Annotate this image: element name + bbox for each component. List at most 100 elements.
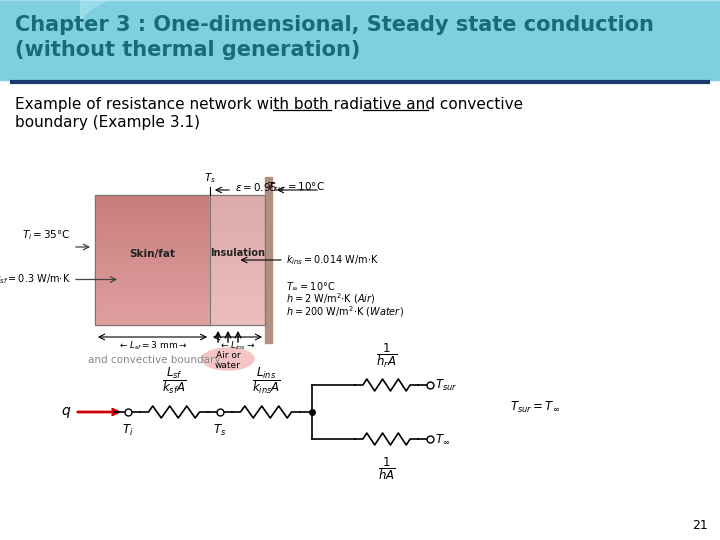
Bar (210, 220, 265, 221)
Bar (95, 237, 210, 238)
Bar (95, 316, 210, 317)
Bar (95, 232, 210, 233)
Bar (95, 198, 210, 199)
Bar (95, 275, 210, 276)
Bar (210, 196, 265, 197)
Text: $T_\infty = 10°\mathrm{C}$: $T_\infty = 10°\mathrm{C}$ (286, 280, 336, 292)
Bar (95, 206, 210, 207)
Bar (210, 319, 265, 320)
Bar (95, 252, 210, 253)
Bar (95, 307, 210, 308)
Bar (210, 229, 265, 230)
Bar (95, 239, 210, 240)
Bar (210, 276, 265, 277)
Bar (210, 317, 265, 318)
Bar (210, 305, 265, 306)
Bar (95, 202, 210, 203)
Bar (95, 245, 210, 246)
Bar (95, 217, 210, 218)
Bar (95, 229, 210, 230)
Bar (95, 310, 210, 311)
Bar (95, 293, 210, 294)
Text: 21: 21 (692, 519, 708, 532)
Bar (210, 300, 265, 301)
Text: Air or: Air or (216, 352, 240, 361)
Bar (210, 252, 265, 253)
Bar (210, 222, 265, 223)
Bar (95, 243, 210, 244)
Bar (95, 286, 210, 287)
Bar (210, 281, 265, 282)
Bar (95, 226, 210, 227)
Bar (210, 211, 265, 212)
Bar (210, 228, 265, 229)
Bar (210, 246, 265, 247)
Bar (95, 255, 210, 256)
Bar (95, 221, 210, 222)
Bar (95, 224, 210, 225)
Bar (210, 238, 265, 239)
Bar (95, 211, 210, 212)
Bar (95, 253, 210, 254)
Bar (95, 318, 210, 319)
Bar (95, 260, 210, 261)
Bar (95, 324, 210, 325)
Bar (95, 251, 210, 252)
Bar (210, 240, 265, 241)
Bar (95, 231, 210, 232)
Bar (95, 280, 210, 281)
Ellipse shape (202, 348, 254, 370)
Bar (210, 210, 265, 211)
Text: and convective boundary: and convective boundary (88, 355, 220, 365)
Bar (95, 321, 210, 322)
Bar (95, 223, 210, 224)
Bar (95, 319, 210, 320)
Bar (210, 217, 265, 218)
Bar (265, 177, 272, 343)
Bar (210, 261, 265, 262)
Bar (95, 203, 210, 204)
Text: $\dfrac{L_{sf}}{k_{sf}A}$: $\dfrac{L_{sf}}{k_{sf}A}$ (162, 365, 186, 396)
Bar (210, 237, 265, 238)
Bar (210, 269, 265, 270)
Bar (95, 313, 210, 314)
Bar (210, 323, 265, 324)
Text: $T_i = 35°\mathrm{C}$: $T_i = 35°\mathrm{C}$ (22, 228, 71, 242)
Bar (210, 207, 265, 208)
Bar (95, 244, 210, 245)
Bar (95, 259, 210, 260)
Bar (95, 207, 210, 208)
Bar (95, 216, 210, 217)
Bar (210, 265, 265, 266)
Bar (95, 290, 210, 291)
Bar (210, 206, 265, 207)
Bar (0, 0, 720, 80)
Bar (95, 215, 210, 216)
Bar (210, 259, 265, 260)
Bar (210, 232, 265, 233)
Bar (95, 288, 210, 289)
Bar (210, 258, 265, 259)
Bar (95, 305, 210, 306)
Bar (210, 245, 265, 246)
Bar (95, 247, 210, 248)
Bar (210, 321, 265, 322)
Bar (95, 250, 210, 251)
Bar (95, 241, 210, 242)
Bar (210, 249, 265, 250)
Bar (210, 198, 265, 199)
Bar (210, 315, 265, 316)
Bar (210, 286, 265, 287)
Bar (95, 282, 210, 283)
Text: $h = 2\ \mathrm{W/m^2{\cdot}K}\ (Air)$: $h = 2\ \mathrm{W/m^2{\cdot}K}\ (Air)$ (286, 292, 375, 306)
Bar (210, 233, 265, 234)
Bar (95, 265, 210, 266)
Bar (210, 297, 265, 298)
Bar (95, 274, 210, 275)
Bar (210, 253, 265, 254)
Bar (210, 200, 265, 201)
Bar (210, 267, 265, 268)
Bar (210, 221, 265, 222)
Bar (210, 284, 265, 285)
Bar (210, 214, 265, 215)
